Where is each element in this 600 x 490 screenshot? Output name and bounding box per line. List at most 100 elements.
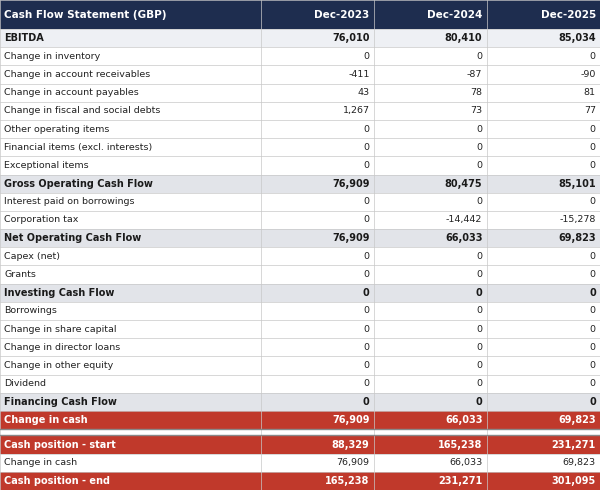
Bar	[0, 138, 261, 156]
Text: -14,442: -14,442	[446, 216, 482, 224]
Bar	[0, 374, 261, 392]
Text: 0: 0	[476, 161, 482, 170]
Text: Financial items (excl. interests): Financial items (excl. interests)	[4, 143, 152, 152]
Text: 0: 0	[364, 161, 370, 170]
Text: 77: 77	[584, 106, 596, 116]
Text: 66,033: 66,033	[449, 458, 482, 467]
Bar	[0, 411, 261, 429]
Bar	[261, 174, 374, 193]
Text: Dec-2025: Dec-2025	[541, 9, 596, 20]
Text: Other operating items: Other operating items	[4, 124, 110, 134]
Text: 0: 0	[476, 124, 482, 134]
Bar	[374, 374, 487, 392]
Text: Corporation tax: Corporation tax	[4, 216, 79, 224]
Bar	[0, 266, 261, 284]
Bar	[0, 454, 261, 472]
Bar	[261, 356, 374, 374]
Bar	[261, 84, 374, 102]
Text: Change in fiscal and social debts: Change in fiscal and social debts	[4, 106, 161, 116]
Bar	[374, 284, 487, 302]
Text: 0: 0	[364, 379, 370, 388]
Bar	[261, 338, 374, 356]
Text: 0: 0	[476, 288, 482, 298]
Bar	[487, 302, 600, 320]
Text: 43: 43	[358, 88, 370, 97]
Bar	[374, 411, 487, 429]
Bar	[374, 120, 487, 138]
Text: -15,278: -15,278	[559, 216, 596, 224]
Bar	[487, 66, 600, 84]
Text: 0: 0	[590, 252, 596, 261]
Text: 0: 0	[590, 197, 596, 206]
Text: 0: 0	[590, 343, 596, 352]
Text: -87: -87	[467, 70, 482, 79]
Bar	[487, 436, 600, 454]
Bar	[487, 392, 600, 411]
Bar	[0, 436, 261, 454]
Text: 66,033: 66,033	[445, 415, 482, 425]
Bar	[374, 138, 487, 156]
Bar	[374, 174, 487, 193]
Bar	[487, 102, 600, 120]
Text: 66,033: 66,033	[445, 233, 482, 243]
Bar	[261, 102, 374, 120]
Text: 0: 0	[476, 197, 482, 206]
Text: Gross Operating Cash Flow: Gross Operating Cash Flow	[4, 179, 153, 189]
Bar	[487, 156, 600, 174]
Bar	[261, 411, 374, 429]
Bar	[0, 0, 261, 29]
Bar	[487, 229, 600, 247]
Text: Change in account payables: Change in account payables	[4, 88, 139, 97]
Bar	[487, 84, 600, 102]
Text: 0: 0	[364, 361, 370, 370]
Bar	[261, 247, 374, 266]
Bar	[374, 66, 487, 84]
Text: 76,909: 76,909	[332, 179, 370, 189]
Bar	[261, 229, 374, 247]
Bar	[261, 454, 374, 472]
Text: 231,271: 231,271	[438, 476, 482, 486]
Bar	[487, 320, 600, 338]
Bar	[261, 120, 374, 138]
Bar	[374, 47, 487, 66]
Text: 1,267: 1,267	[343, 106, 370, 116]
Text: Dec-2023: Dec-2023	[314, 9, 370, 20]
Bar	[487, 47, 600, 66]
Text: -90: -90	[580, 70, 596, 79]
Bar	[374, 102, 487, 120]
Bar	[487, 374, 600, 392]
Bar	[261, 156, 374, 174]
Bar	[487, 174, 600, 193]
Text: 80,475: 80,475	[445, 179, 482, 189]
Text: 0: 0	[476, 52, 482, 61]
Text: Change in cash: Change in cash	[4, 415, 88, 425]
Text: 0: 0	[590, 306, 596, 316]
Text: 0: 0	[476, 143, 482, 152]
Text: Capex (net): Capex (net)	[4, 252, 60, 261]
Bar	[487, 454, 600, 472]
Bar	[374, 472, 487, 490]
Bar	[374, 229, 487, 247]
Bar	[0, 193, 261, 211]
Text: 78: 78	[470, 88, 482, 97]
Text: 0: 0	[364, 124, 370, 134]
Text: 76,909: 76,909	[337, 458, 370, 467]
Bar	[0, 302, 261, 320]
Bar	[374, 156, 487, 174]
Text: 0: 0	[364, 143, 370, 152]
Bar	[487, 338, 600, 356]
Bar	[374, 429, 487, 436]
Text: EBITDA: EBITDA	[4, 33, 44, 43]
Text: 0: 0	[364, 343, 370, 352]
Text: 0: 0	[476, 343, 482, 352]
Bar	[0, 211, 261, 229]
Text: 0: 0	[590, 379, 596, 388]
Text: 301,095: 301,095	[551, 476, 596, 486]
Bar	[261, 374, 374, 392]
Bar	[0, 320, 261, 338]
Bar	[0, 102, 261, 120]
Bar	[374, 211, 487, 229]
Text: 69,823: 69,823	[563, 458, 596, 467]
Text: 76,909: 76,909	[332, 415, 370, 425]
Text: 85,034: 85,034	[558, 33, 596, 43]
